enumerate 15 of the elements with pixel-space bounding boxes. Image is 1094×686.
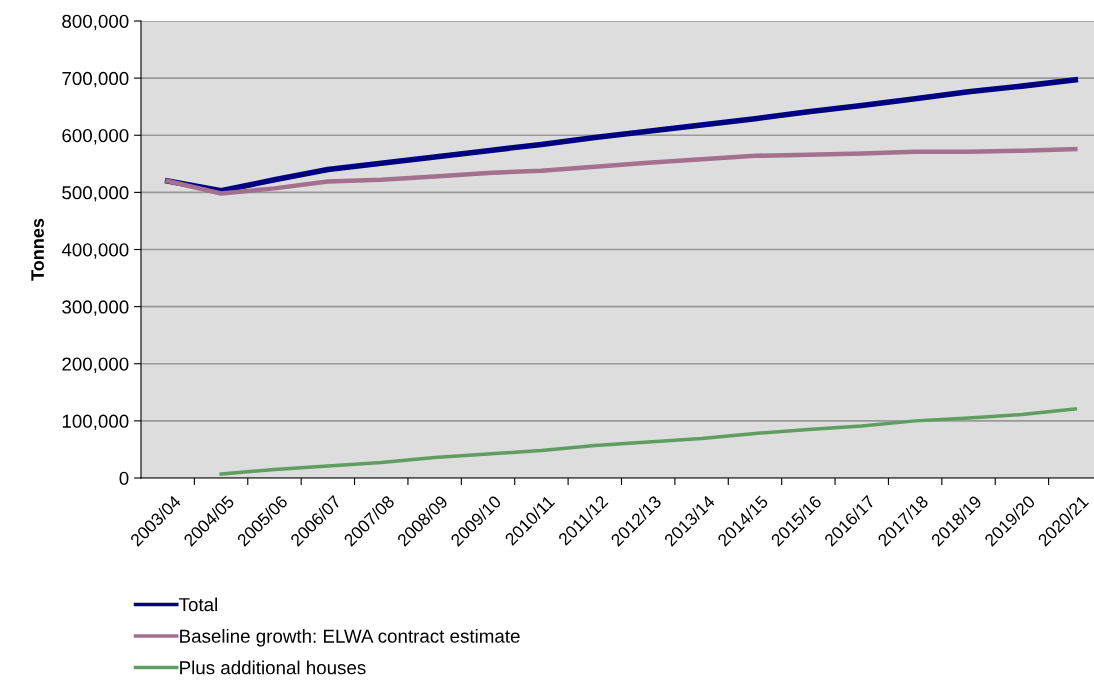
y-tick-label: 100,000	[62, 414, 129, 431]
y-tick-label: 0	[119, 471, 129, 485]
y-tick-label: 800,000	[62, 14, 129, 31]
y-tick-label: 300,000	[62, 300, 129, 316]
legend-label: Total	[179, 597, 217, 612]
legend-label: Plus additional houses	[180, 660, 366, 675]
legend-label: Baseline growth: ELWA contract estimate	[180, 629, 520, 647]
y-tick-label: 600,000	[62, 128, 129, 145]
y-axis-title: Tonnes	[31, 218, 44, 281]
y-tick-label: 200,000	[62, 357, 129, 373]
y-tick-label: 400,000	[61, 243, 129, 259]
line-series	[219, 407, 1078, 476]
line-series	[165, 146, 1078, 196]
y-tick-label: 500,000	[62, 186, 129, 202]
y-tick-label: 700,000	[62, 71, 129, 88]
